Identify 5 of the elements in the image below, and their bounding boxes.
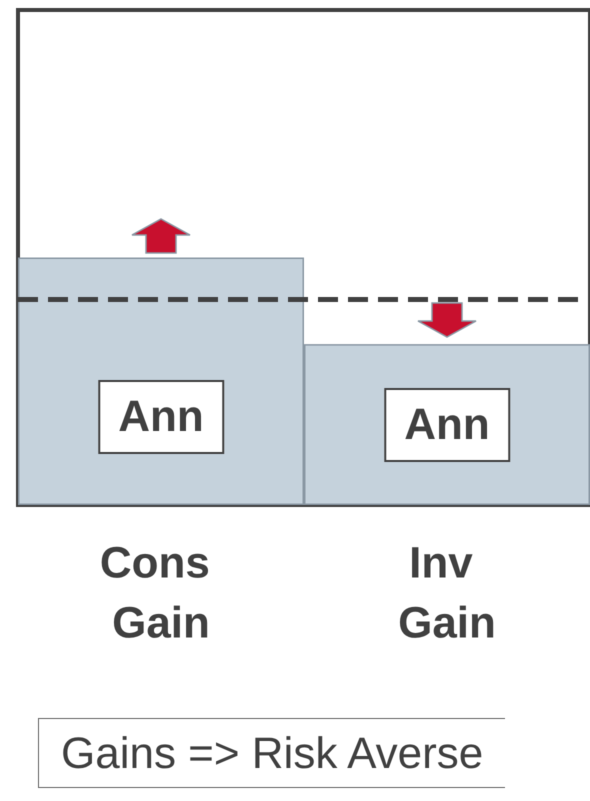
x-tick-label: Inv Gain [398,538,496,648]
annotation: Ann [384,388,510,462]
text: Gains => Risk Averse [38,718,506,788]
annotation: Ann [98,380,224,454]
x-tick-label: Cons Gain [100,538,222,648]
